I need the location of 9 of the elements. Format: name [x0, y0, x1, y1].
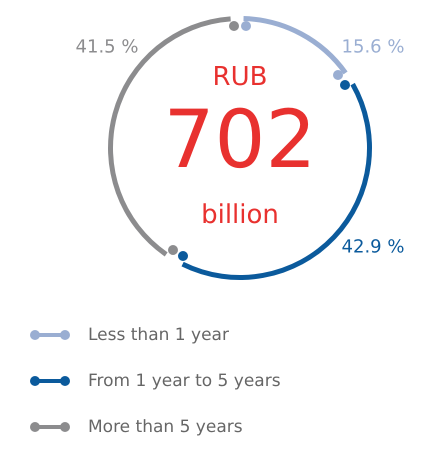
text: 702	[164, 92, 316, 186]
data-label: 15.6 %	[342, 36, 404, 58]
text: billion	[201, 200, 279, 230]
legend-label: From 1 year to 5 years	[88, 371, 281, 391]
legend-label: More than 5 years	[88, 417, 243, 437]
legend-label: Less than 1 year	[88, 325, 229, 345]
text: RUB	[212, 62, 268, 92]
data-label: 42.9 %	[342, 236, 404, 258]
data-label: 41.5 %	[76, 36, 138, 58]
